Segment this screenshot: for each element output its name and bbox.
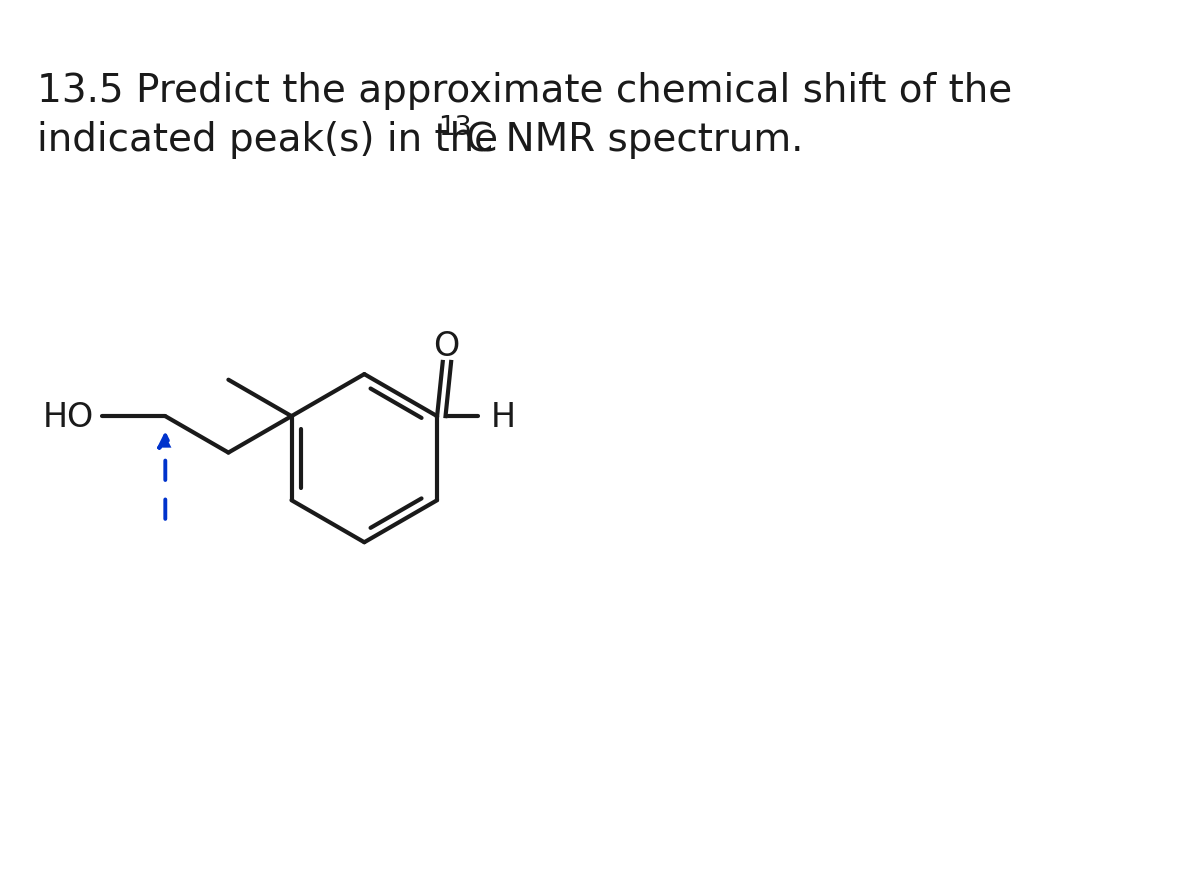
Text: O: O (433, 329, 460, 362)
Text: HO: HO (43, 401, 95, 434)
Text: indicated peak(s) in the: indicated peak(s) in the (37, 121, 511, 159)
Text: 13: 13 (438, 115, 472, 141)
Text: C NMR spectrum.: C NMR spectrum. (466, 121, 804, 159)
Text: 13.5 Predict the approximate chemical shift of the: 13.5 Predict the approximate chemical sh… (37, 72, 1013, 109)
Text: H: H (491, 401, 515, 434)
